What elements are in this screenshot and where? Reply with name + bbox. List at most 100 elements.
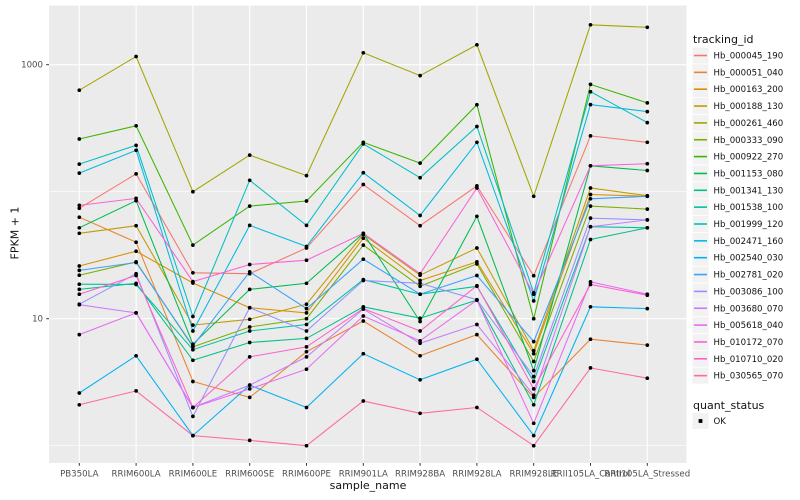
data-point bbox=[418, 292, 422, 297]
data-point bbox=[361, 243, 366, 247]
data-point bbox=[418, 411, 422, 416]
data-point bbox=[475, 322, 479, 327]
data-point bbox=[247, 317, 252, 322]
data-point bbox=[645, 109, 650, 114]
data-point bbox=[418, 281, 422, 286]
data-point bbox=[247, 287, 252, 292]
data-point bbox=[418, 161, 422, 165]
data-point bbox=[475, 186, 479, 190]
data-point bbox=[588, 196, 593, 201]
data-point bbox=[361, 182, 366, 187]
data-point bbox=[645, 225, 650, 230]
data-point bbox=[247, 262, 252, 267]
legend-label: Hb_000051_040 bbox=[714, 68, 784, 78]
data-point bbox=[361, 278, 366, 283]
data-point bbox=[475, 140, 479, 145]
data-point bbox=[418, 175, 422, 180]
data-point bbox=[247, 305, 252, 310]
data-point bbox=[77, 287, 82, 292]
data-point bbox=[77, 203, 82, 208]
data-point bbox=[134, 249, 138, 254]
data-point bbox=[361, 231, 366, 236]
data-point bbox=[77, 302, 82, 307]
data-point bbox=[191, 279, 195, 284]
data-point bbox=[77, 137, 82, 141]
legend-label: Hb_002540_030 bbox=[714, 254, 784, 264]
legend-label: Hb_000045_190 bbox=[714, 52, 784, 62]
data-point bbox=[304, 405, 309, 410]
data-point bbox=[645, 306, 650, 311]
data-point bbox=[361, 170, 366, 175]
legend-label: Hb_001153_080 bbox=[714, 169, 784, 179]
data-point bbox=[361, 50, 366, 55]
data-point bbox=[77, 282, 82, 287]
data-point bbox=[418, 319, 422, 324]
data-point bbox=[361, 236, 366, 241]
data-point bbox=[77, 264, 82, 268]
data-point bbox=[645, 293, 650, 298]
quant-ok-marker bbox=[698, 419, 703, 423]
data-point bbox=[134, 389, 138, 393]
legend-label: Hb_001341_130 bbox=[714, 186, 784, 196]
data-point bbox=[418, 73, 422, 78]
data-point bbox=[588, 366, 593, 370]
data-point bbox=[304, 322, 309, 327]
legend-label: Hb_000163_200 bbox=[714, 85, 784, 95]
legend-label: Hb_010710_020 bbox=[714, 355, 784, 365]
data-point bbox=[247, 153, 252, 157]
data-point bbox=[475, 298, 479, 302]
data-point bbox=[304, 345, 309, 349]
y-axis-title: FPKM + 1 bbox=[8, 206, 22, 260]
legend-title-quant-status: quant_status bbox=[693, 399, 765, 412]
data-point bbox=[588, 237, 593, 242]
data-point bbox=[134, 172, 138, 176]
data-point bbox=[645, 161, 650, 166]
data-point bbox=[531, 443, 536, 448]
legend-label: Hb_000188_130 bbox=[714, 102, 784, 112]
data-point bbox=[191, 270, 195, 275]
legend-label: Hb_030565_070 bbox=[714, 372, 784, 382]
y-tick-label: 1000 bbox=[21, 61, 43, 71]
data-point bbox=[134, 353, 138, 358]
data-point bbox=[588, 186, 593, 190]
data-point bbox=[588, 280, 593, 284]
data-point bbox=[531, 368, 536, 373]
data-point bbox=[191, 243, 195, 247]
data-point bbox=[77, 332, 82, 337]
data-point bbox=[645, 207, 650, 211]
data-point bbox=[77, 231, 82, 236]
data-point bbox=[418, 316, 422, 321]
x-axis-title: sample_name bbox=[329, 479, 407, 492]
data-point bbox=[645, 218, 650, 222]
x-tick-label: RRIM600LE bbox=[169, 470, 218, 480]
data-point bbox=[304, 336, 309, 341]
data-point bbox=[247, 178, 252, 183]
data-point bbox=[588, 89, 593, 94]
data-point bbox=[588, 282, 593, 287]
data-point bbox=[531, 402, 536, 407]
data-point bbox=[247, 325, 252, 329]
x-tick-label: RRIM901LA bbox=[339, 470, 388, 480]
data-point bbox=[588, 134, 593, 138]
data-point bbox=[304, 199, 309, 203]
data-point bbox=[304, 349, 309, 354]
data-point bbox=[134, 148, 138, 153]
data-point bbox=[134, 196, 138, 201]
data-point bbox=[304, 258, 309, 263]
data-point bbox=[418, 338, 422, 343]
data-point bbox=[304, 223, 309, 228]
legend-label: Hb_000333_090 bbox=[714, 136, 784, 146]
data-point bbox=[134, 282, 138, 287]
x-tick-label: RRIM928BA bbox=[395, 470, 445, 480]
data-point bbox=[191, 358, 195, 363]
data-point bbox=[134, 123, 138, 128]
data-point bbox=[588, 216, 593, 220]
data-point bbox=[191, 323, 195, 327]
legend-label: Hb_002781_020 bbox=[714, 271, 784, 281]
data-point bbox=[77, 292, 82, 297]
data-point bbox=[475, 283, 479, 288]
data-point bbox=[191, 329, 195, 333]
data-point bbox=[588, 204, 593, 208]
x-tick-label: RRIM928LE bbox=[509, 470, 558, 480]
